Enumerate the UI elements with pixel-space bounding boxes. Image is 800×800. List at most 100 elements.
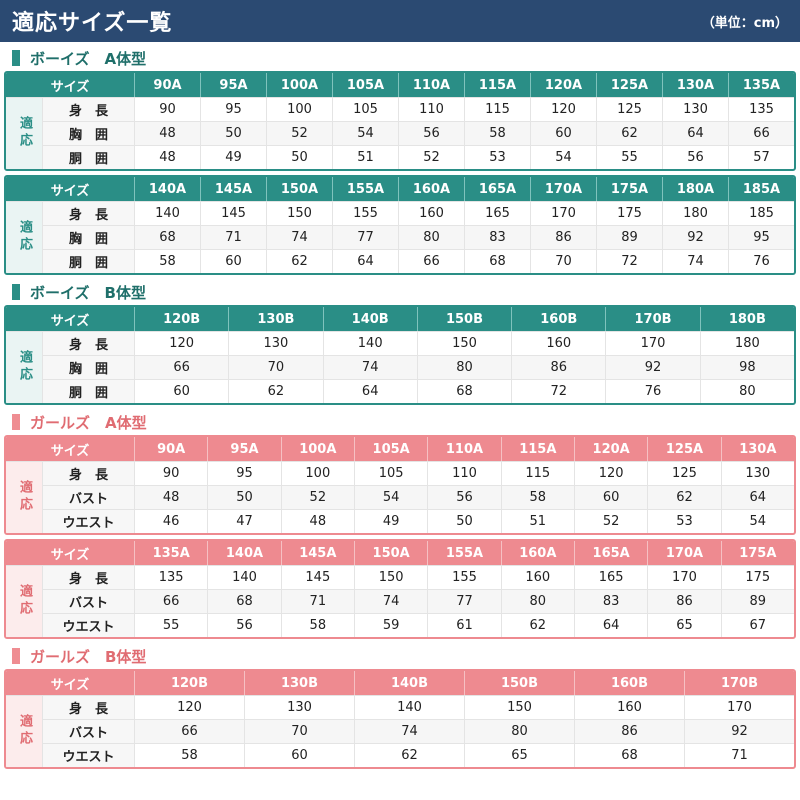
measurement-cell: 86: [647, 589, 721, 613]
measurement-cell: 150: [353, 565, 428, 589]
size-table: サイズ 140A 145A 150A 155A 160A 165A 170A 175A 180A 1…: [4, 175, 796, 275]
measurement-cell: 70: [530, 249, 596, 273]
measurement-cell: 150: [266, 201, 332, 225]
measurement-cell: 56: [662, 145, 728, 169]
row-label: ウエスト: [42, 613, 134, 637]
size-code: 140A: [207, 541, 281, 565]
size-header-label: サイズ: [6, 541, 134, 565]
measurement-cell: 89: [720, 589, 794, 613]
table-row: バスト 66 70 74 80 86 92: [6, 719, 794, 743]
measurement-cell: 145: [280, 565, 354, 589]
section-marker-icon: [12, 50, 20, 66]
size-code: 135A: [728, 73, 794, 97]
table-row: バスト 66 68 71 74 77 80 83 86 89: [6, 589, 794, 613]
measurement-cell: 55: [134, 613, 208, 637]
size-code: 155A: [427, 541, 501, 565]
measurement-cell: 68: [464, 249, 530, 273]
size-code: 105A: [353, 437, 428, 461]
section-title-text: ガールズ A体型: [30, 413, 147, 432]
measurement-cell: 70: [228, 355, 323, 379]
measurement-cell: 50: [207, 485, 281, 509]
measurement-cell: 62: [596, 121, 662, 145]
measurement-cell: 140: [207, 565, 281, 589]
size-code: 150B: [464, 671, 574, 695]
measurement-cell: 120: [530, 97, 596, 121]
measurement-cell: 72: [511, 379, 606, 403]
measurement-cell: 140: [322, 331, 417, 355]
measurement-cell: 66: [134, 355, 229, 379]
measurement-cell: 55: [596, 145, 662, 169]
measurement-cell: 83: [573, 589, 648, 613]
measurement-cell: 155: [332, 201, 398, 225]
measurement-cell: 155: [427, 565, 501, 589]
row-label: 胸 囲: [42, 225, 134, 249]
measurement-cell: 80: [500, 589, 574, 613]
measurement-cell: 48: [280, 509, 354, 533]
measurement-cell: 130: [662, 97, 728, 121]
measurement-cell: 47: [207, 509, 281, 533]
size-code: 145A: [280, 541, 354, 565]
size-table: サイズ 135A 140A 145A 150A 155A 160A 165A 170A 175A 適…: [4, 539, 796, 639]
size-code: 95A: [207, 437, 281, 461]
measurement-cell: 50: [200, 121, 266, 145]
measurement-cell: 58: [500, 485, 574, 509]
measurement-cell: 100: [266, 97, 332, 121]
measurement-cell: 160: [398, 201, 464, 225]
measurement-cell: 89: [596, 225, 662, 249]
table-row: バスト 48 50 52 54 56 58 60 62 64: [6, 485, 794, 509]
measurement-cell: 52: [266, 121, 332, 145]
measurement-cell: 53: [464, 145, 530, 169]
size-code: 150A: [353, 541, 428, 565]
measurement-cell: 74: [266, 225, 332, 249]
size-code: 130B: [244, 671, 354, 695]
size-header-label: サイズ: [6, 307, 134, 331]
size-header-label: サイズ: [6, 177, 134, 201]
row-label: 胸 囲: [42, 121, 134, 145]
size-code: 90A: [134, 437, 208, 461]
measurement-cell: 71: [684, 743, 794, 767]
measurement-cell: 50: [427, 509, 501, 533]
row-label: 胴 囲: [42, 249, 134, 273]
measurement-cell: 48: [134, 121, 200, 145]
measurement-cell: 66: [134, 719, 244, 743]
measurement-cell: 62: [500, 613, 574, 637]
size-code: 150B: [416, 307, 512, 331]
size-code: 140B: [322, 307, 417, 331]
size-code: 115A: [464, 73, 530, 97]
size-header-row: サイズ 90A 95A 100A 105A 110A 115A 120A 125A 130A: [6, 437, 794, 461]
measurement-cell: 170: [684, 695, 794, 719]
measurement-cell: 74: [322, 355, 417, 379]
measurement-cell: 120: [573, 461, 648, 485]
size-code: 160A: [500, 541, 574, 565]
measurement-cell: 76: [728, 249, 794, 273]
measurement-cell: 71: [280, 589, 354, 613]
size-header-row: サイズ 90A 95A 100A 105A 110A 115A 120A 125A 130A 135…: [6, 73, 794, 97]
size-table: サイズ 90A 95A 100A 105A 110A 115A 120A 125A 130A 135…: [4, 71, 796, 171]
measurement-cell: 62: [647, 485, 721, 509]
size-table: サイズ 90A 95A 100A 105A 110A 115A 120A 125A 130A 適応身…: [4, 435, 796, 535]
size-section: ガールズ B体型 サイズ 120B 130B 140B 150B 160B 170B 適応身 長…: [4, 643, 796, 769]
measurement-cell: 51: [332, 145, 398, 169]
table-row: ウエスト 46 47 48 49 50 51 52 53 54: [6, 509, 794, 533]
measurement-cell: 100: [280, 461, 354, 485]
measurement-cell: 62: [228, 379, 323, 403]
measurement-cell: 86: [574, 719, 684, 743]
size-code: 120B: [134, 671, 244, 695]
measurement-cell: 50: [266, 145, 332, 169]
size-section: ボーイズ A体型 サイズ 90A 95A 100A 105A 110A 115A 120A 125…: [4, 45, 796, 275]
measurement-cell: 120: [134, 331, 229, 355]
measurement-cell: 65: [647, 613, 721, 637]
measurement-cell: 105: [353, 461, 428, 485]
size-header-label: サイズ: [6, 437, 134, 461]
measurement-cell: 58: [134, 249, 200, 273]
size-code: 125A: [596, 73, 662, 97]
table-row: 適応身 長 90 95 100 105 110 115 120 125 130: [6, 461, 794, 533]
row-label: バスト: [42, 485, 134, 509]
size-code: 105A: [332, 73, 398, 97]
measurement-cell: 62: [266, 249, 332, 273]
size-header-row: サイズ 140A 145A 150A 155A 160A 165A 170A 175A 180A 1…: [6, 177, 794, 201]
measurement-cell: 60: [530, 121, 596, 145]
size-code: 180B: [699, 307, 794, 331]
measurement-cell: 68: [207, 589, 281, 613]
size-table: サイズ 120B 130B 140B 150B 160B 170B 180B 適応身 長 120 1…: [4, 305, 796, 405]
